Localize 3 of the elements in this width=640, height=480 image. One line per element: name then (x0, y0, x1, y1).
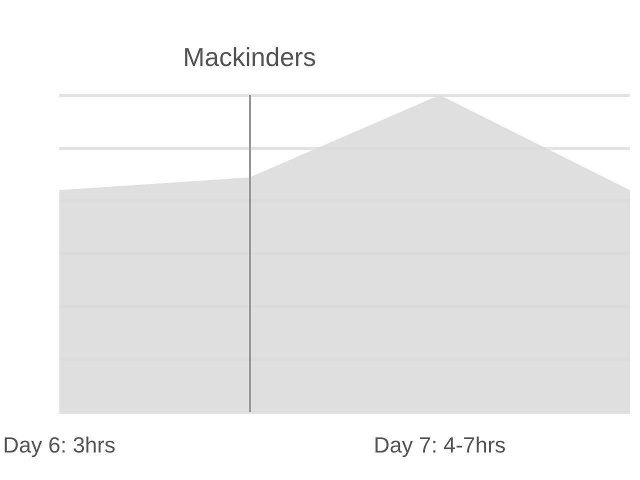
x-tick-label: Day 7: 4-7hrs (374, 432, 506, 458)
text: Mackinders (183, 42, 316, 72)
x-tick-label: Day 6: 3hrs (2, 432, 116, 458)
